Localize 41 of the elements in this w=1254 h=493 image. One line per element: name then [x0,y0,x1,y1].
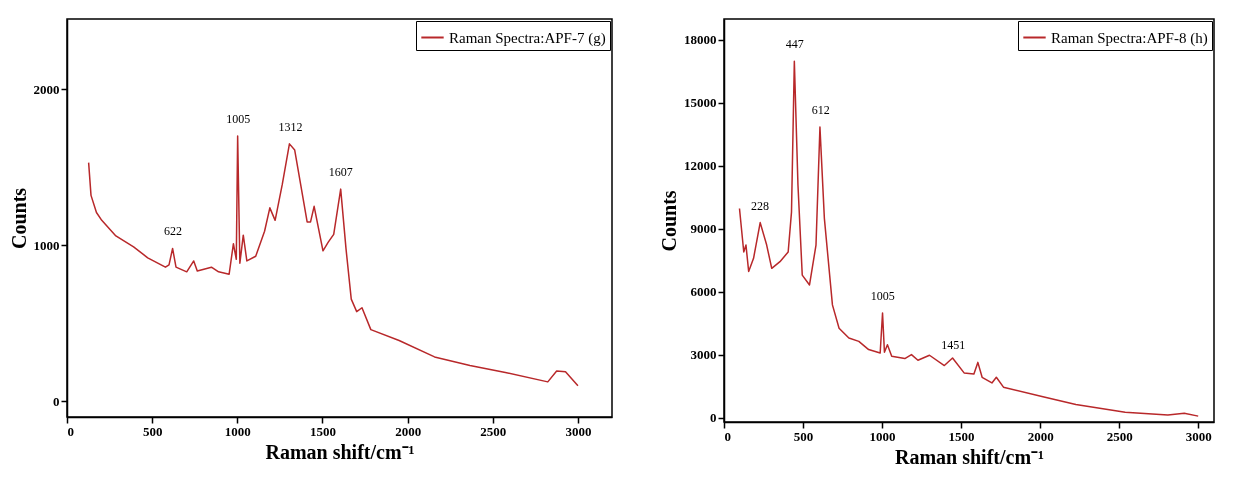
x-tick-label: 1500 [309,423,336,439]
y-tick-label: 9000 [690,221,717,237]
x-tick-label: 0 [724,428,731,444]
y-tick-label: 18000 [684,32,717,48]
x-tick-label: 0 [67,423,74,439]
line-series [87,135,579,387]
x-tick-label: 2000 [395,423,422,439]
annotation: 447 [785,37,804,52]
y-tick-label: 3000 [690,347,717,363]
annotation: 612 [811,103,830,118]
x-tick-label: 3000 [1185,428,1212,444]
y-tick-label: 2000 [33,81,60,97]
annotation: 1005 [226,112,251,127]
y-tick-label: 0 [53,393,60,409]
y-tick-label: 6000 [690,284,717,300]
annotation: 1312 [278,119,303,134]
x-axis-title: Raman shift/cm⁻¹ [894,445,1045,468]
x-tick-label: 1500 [948,428,975,444]
x-tick-label: 1000 [869,428,896,444]
legend-label: Raman Spectra:APF-8 (h) [1051,29,1208,47]
y-axis-title: Counts [658,190,680,252]
x-tick-label: 3000 [565,423,592,439]
annotation: 622 [163,224,182,239]
y-tick-label: 0 [710,410,717,426]
x-tick-label: 2500 [1106,428,1133,444]
legend-label: Raman Spectra:APF-7 (g) [449,29,606,47]
x-tick-label: 500 [142,423,163,439]
y-tick-label: 15000 [684,95,717,111]
annotation: 1005 [870,289,895,304]
y-tick-label: 12000 [684,158,717,174]
x-tick-label: 2000 [1027,428,1054,444]
y-tick-label: 1000 [33,237,60,253]
x-tick-label: 2500 [480,423,507,439]
annotation: 228 [751,198,770,213]
y-axis-title: Counts [7,187,30,250]
x-tick-label: 500 [793,428,814,444]
line-series [738,60,1199,417]
annotation: 1607 [328,165,353,180]
x-axis-title: Raman shift/cm⁻¹ [265,440,415,463]
x-tick-label: 1000 [224,423,251,439]
annotation: 1451 [941,338,966,353]
